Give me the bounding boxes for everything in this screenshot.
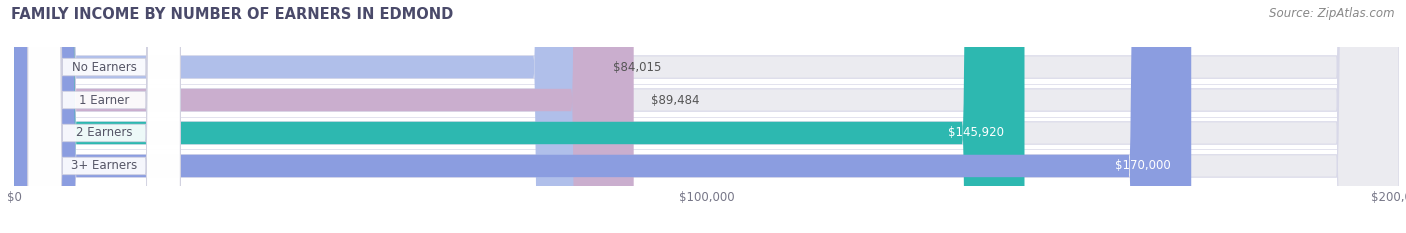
Text: FAMILY INCOME BY NUMBER OF EARNERS IN EDMOND: FAMILY INCOME BY NUMBER OF EARNERS IN ED…: [11, 7, 454, 22]
FancyBboxPatch shape: [14, 0, 1025, 233]
FancyBboxPatch shape: [28, 0, 180, 233]
FancyBboxPatch shape: [14, 0, 1191, 233]
FancyBboxPatch shape: [14, 0, 1399, 233]
Text: $145,920: $145,920: [948, 127, 1004, 140]
Text: 3+ Earners: 3+ Earners: [70, 159, 138, 172]
FancyBboxPatch shape: [28, 0, 180, 233]
FancyBboxPatch shape: [28, 0, 180, 233]
FancyBboxPatch shape: [14, 0, 634, 233]
Text: 2 Earners: 2 Earners: [76, 127, 132, 140]
Text: $170,000: $170,000: [1115, 159, 1170, 172]
Text: $84,015: $84,015: [613, 61, 661, 74]
FancyBboxPatch shape: [14, 0, 596, 233]
Text: 1 Earner: 1 Earner: [79, 93, 129, 106]
FancyBboxPatch shape: [14, 0, 1399, 233]
FancyBboxPatch shape: [28, 0, 180, 233]
Text: Source: ZipAtlas.com: Source: ZipAtlas.com: [1270, 7, 1395, 20]
FancyBboxPatch shape: [14, 0, 1399, 233]
Text: No Earners: No Earners: [72, 61, 136, 74]
FancyBboxPatch shape: [14, 0, 1399, 233]
Text: $89,484: $89,484: [651, 93, 700, 106]
